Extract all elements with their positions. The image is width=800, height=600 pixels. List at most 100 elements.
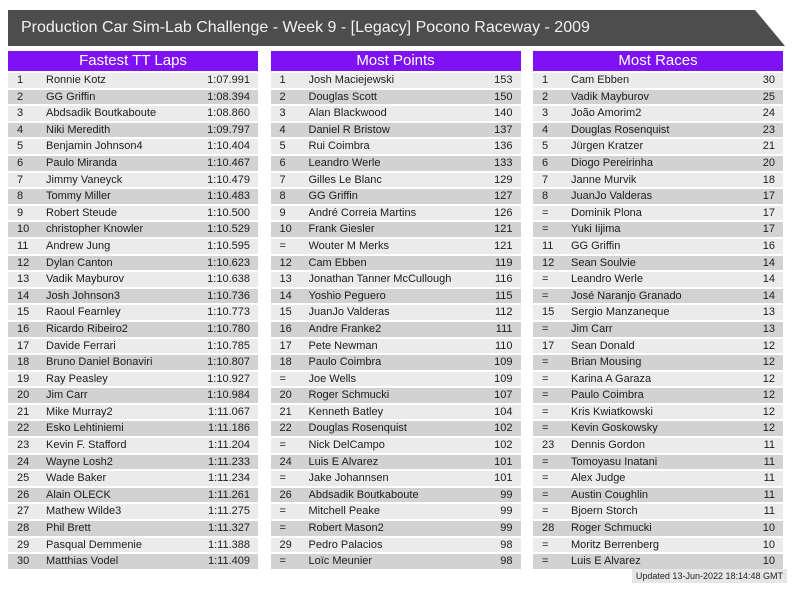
- rank-cell: 15: [279, 306, 292, 319]
- table-row: 30 Matthias Vodel 1:11.409: [8, 554, 258, 569]
- rank-cell: =: [542, 289, 549, 302]
- name-cell: Jonathan Tanner McCullough: [308, 273, 452, 286]
- table-row: = Jake Johannsen 101: [270, 471, 521, 486]
- rank-cell: 4: [279, 123, 286, 136]
- name-cell: Douglas Rosenquist: [308, 422, 407, 435]
- rank-cell: 11: [542, 239, 554, 252]
- rank-cell: 20: [279, 389, 292, 402]
- rank-cell: 22: [17, 422, 30, 435]
- table-row: 17 Sean Donald 12: [533, 338, 783, 354]
- value-cell: 13: [762, 306, 775, 319]
- name-cell: André Correia Martins: [308, 206, 417, 219]
- table-row: 10 christopher Knowler 1:10.529: [8, 222, 258, 237]
- rank-cell: 5: [17, 140, 24, 153]
- board-rows: 1 Ronnie Kotz 1:07.991 2 GG Griffin 1:08.394 3…: [8, 73, 258, 569]
- name-cell: Sergio Manzaneque: [571, 306, 670, 319]
- name-cell: Loïc Meunier: [308, 555, 373, 568]
- name-cell: Gilles Le Blanc: [308, 173, 382, 186]
- rank-cell: =: [542, 405, 549, 418]
- table-row: 13 Jonathan Tanner McCullough 116: [270, 272, 521, 287]
- value-cell: 18: [762, 173, 775, 186]
- table-row: 6 Diogo Pereirinha 20: [533, 155, 783, 171]
- name-cell: Pedro Palacios: [308, 538, 383, 551]
- value-cell: 116: [494, 273, 513, 286]
- name-cell: Roger Schmucki: [571, 522, 652, 535]
- table-row: 4 Douglas Rosenquist 23: [533, 122, 783, 138]
- rank-cell: 5: [279, 140, 286, 153]
- value-cell: 1:07.991: [207, 74, 250, 86]
- name-cell: Mike Murray2: [46, 405, 113, 418]
- name-cell: Ronnie Kotz: [46, 74, 106, 86]
- table-row: 15 JuanJo Valderas 112: [270, 305, 521, 320]
- value-cell: 127: [494, 190, 513, 203]
- table-row: 29 Pasqual Demmenie 1:11.388: [8, 537, 258, 553]
- table-row: = Joe Wells 109: [270, 371, 521, 387]
- board-most-points: Most Points 1 Josh Maciejewski 153 2 Douglas…: [270, 51, 521, 569]
- table-row: 3 Alan Blackwood 140: [270, 106, 521, 121]
- rank-cell: 8: [279, 190, 286, 203]
- value-cell: 121: [494, 239, 513, 252]
- rank-cell: 18: [17, 356, 30, 369]
- table-row: = Karina A Garaza 12: [533, 371, 783, 387]
- table-row: 1 Cam Ebben 30: [533, 73, 783, 88]
- value-cell: 17: [762, 190, 775, 203]
- rank-cell: =: [279, 239, 286, 252]
- value-cell: 12: [762, 422, 775, 435]
- table-row: 6 Paulo Miranda 1:10.467: [8, 155, 258, 171]
- table-row: = Moritz Berrenberg 10: [533, 537, 783, 553]
- name-cell: Josh Johnson3: [46, 289, 120, 302]
- table-row: 25 Wade Baker 1:11.234: [8, 471, 258, 486]
- name-cell: Jimmy Vaneyck: [46, 173, 123, 186]
- rank-cell: 16: [17, 322, 30, 335]
- rank-cell: 21: [17, 405, 30, 418]
- rank-cell: 23: [542, 439, 555, 452]
- name-cell: Pete Newman: [308, 339, 378, 352]
- value-cell: 107: [494, 389, 513, 402]
- rank-cell: =: [279, 522, 286, 535]
- value-cell: 1:08.860: [207, 107, 250, 120]
- rank-cell: 7: [279, 173, 286, 186]
- rank-cell: 10: [279, 223, 292, 236]
- rank-cell: 1: [279, 74, 286, 86]
- value-cell: 109: [494, 372, 513, 385]
- name-cell: Kevin F. Stafford: [46, 439, 127, 452]
- name-cell: Leandro Werle: [308, 156, 381, 169]
- table-row: = Mitchell Peake 99: [270, 504, 521, 520]
- value-cell: 136: [494, 140, 513, 153]
- table-row: = Loïc Meunier 98: [270, 554, 521, 569]
- name-cell: Daniel R Bristow: [308, 123, 390, 136]
- rank-cell: =: [279, 439, 286, 452]
- table-row: 12 Sean Soulvie 14: [533, 255, 783, 271]
- value-cell: 1:11.204: [207, 439, 250, 452]
- rank-cell: =: [542, 322, 549, 335]
- value-cell: 1:11.261: [207, 488, 250, 501]
- board-most-races: Most Races 1 Cam Ebben 30 2 Vadik Mayburov 25…: [533, 51, 783, 569]
- value-cell: 14: [762, 273, 775, 286]
- table-row: = Leandro Werle 14: [533, 272, 783, 287]
- name-cell: Raoul Fearnley: [46, 306, 121, 319]
- table-row: = Kris Kwiatkowski 12: [533, 404, 783, 420]
- name-cell: Alex Judge: [571, 472, 626, 485]
- rank-cell: =: [542, 389, 549, 402]
- table-row: = Kevin Goskowsky 12: [533, 421, 783, 437]
- value-cell: 104: [494, 405, 513, 418]
- rank-cell: 17: [17, 339, 30, 352]
- name-cell: JuanJo Valderas: [308, 306, 390, 319]
- name-cell: Ricardo Ribeiro2: [46, 322, 128, 335]
- name-cell: Wouter M Merks: [308, 239, 389, 252]
- rank-cell: 29: [17, 538, 30, 551]
- rank-cell: 20: [17, 389, 30, 402]
- board-title-most-points: Most Points: [270, 51, 521, 71]
- value-cell: 1:10.479: [207, 173, 250, 186]
- value-cell: 12: [762, 339, 775, 352]
- table-row: 20 Roger Schmucki 107: [270, 388, 521, 403]
- name-cell: Rui Coimbra: [308, 140, 370, 153]
- rank-cell: 27: [17, 505, 30, 518]
- rank-cell: 15: [542, 306, 555, 319]
- rank-cell: 3: [17, 107, 24, 120]
- table-row: 23 Dennis Gordon 11: [533, 438, 783, 453]
- table-row: 17 Pete Newman 110: [270, 338, 521, 354]
- value-cell: 12: [762, 372, 775, 385]
- rank-cell: 17: [542, 339, 555, 352]
- rank-cell: =: [542, 422, 549, 435]
